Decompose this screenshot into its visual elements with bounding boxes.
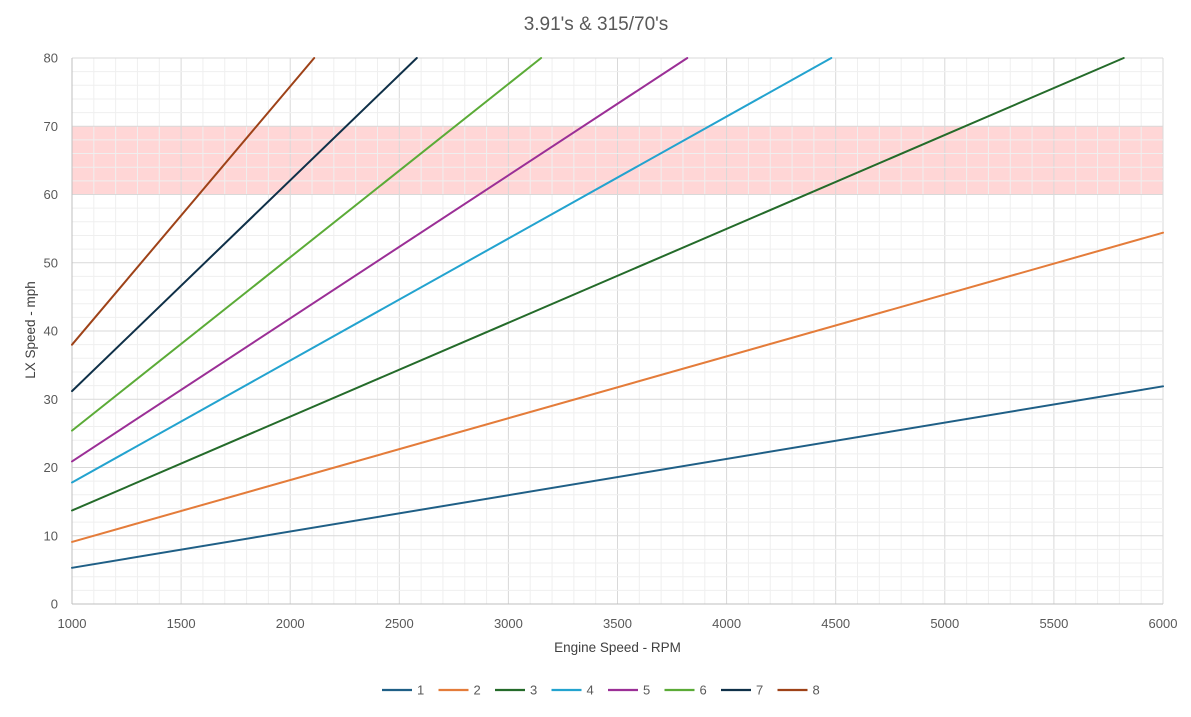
gridlines bbox=[71, 57, 1164, 605]
legend-label-3: 3 bbox=[530, 683, 537, 698]
series-line-5 bbox=[71, 57, 689, 463]
series-line-3 bbox=[71, 57, 1125, 512]
x-tick-label: 3000 bbox=[494, 616, 523, 631]
series-lines bbox=[71, 57, 1164, 569]
legend-label-4: 4 bbox=[587, 683, 594, 698]
tick-labels: 1000 1500 2000 2500 3000 3500 4000 4500 5000 5500… bbox=[44, 51, 1178, 632]
legend-label-1: 1 bbox=[417, 683, 424, 698]
y-tick-label: 30 bbox=[44, 392, 58, 407]
legend-label-2: 2 bbox=[474, 683, 481, 698]
legend-label-6: 6 bbox=[700, 683, 707, 698]
x-tick-label: 2000 bbox=[276, 616, 305, 631]
chart-title: 3.91's & 315/70's bbox=[524, 14, 669, 35]
series-line-1 bbox=[71, 385, 1164, 569]
x-tick-label: 3500 bbox=[603, 616, 632, 631]
series-line-4 bbox=[71, 57, 833, 484]
y-tick-label: 70 bbox=[44, 119, 58, 134]
y-tick-label: 40 bbox=[44, 324, 58, 339]
x-tick-label: 4000 bbox=[712, 616, 741, 631]
legend: 1 2 3 4 5 6 7 8 bbox=[382, 683, 820, 698]
series-line-6 bbox=[71, 57, 543, 432]
y-tick-label: 10 bbox=[44, 528, 58, 543]
series-line-8 bbox=[71, 57, 316, 346]
x-tick-label: 5500 bbox=[1039, 616, 1068, 631]
y-axis-label: LX Speed - mph bbox=[23, 281, 38, 379]
legend-label-5: 5 bbox=[643, 683, 650, 698]
x-tick-label: 4500 bbox=[821, 616, 850, 631]
x-tick-label: 5000 bbox=[930, 616, 959, 631]
y-tick-label: 60 bbox=[44, 187, 58, 202]
series-line-7 bbox=[71, 57, 418, 393]
series-line-2 bbox=[71, 231, 1164, 543]
legend-label-8: 8 bbox=[813, 683, 820, 698]
y-tick-label: 20 bbox=[44, 460, 58, 475]
x-axis-label: Engine Speed - RPM bbox=[554, 640, 681, 655]
y-tick-label: 80 bbox=[44, 51, 58, 66]
y-tick-label: 50 bbox=[44, 255, 58, 270]
x-tick-label: 2500 bbox=[385, 616, 414, 631]
x-tick-label: 1500 bbox=[167, 616, 196, 631]
x-tick-label: 6000 bbox=[1149, 616, 1178, 631]
legend-label-7: 7 bbox=[756, 683, 763, 698]
axes bbox=[71, 58, 1163, 605]
y-tick-label: 0 bbox=[51, 597, 58, 612]
x-tick-label: 1000 bbox=[58, 616, 87, 631]
